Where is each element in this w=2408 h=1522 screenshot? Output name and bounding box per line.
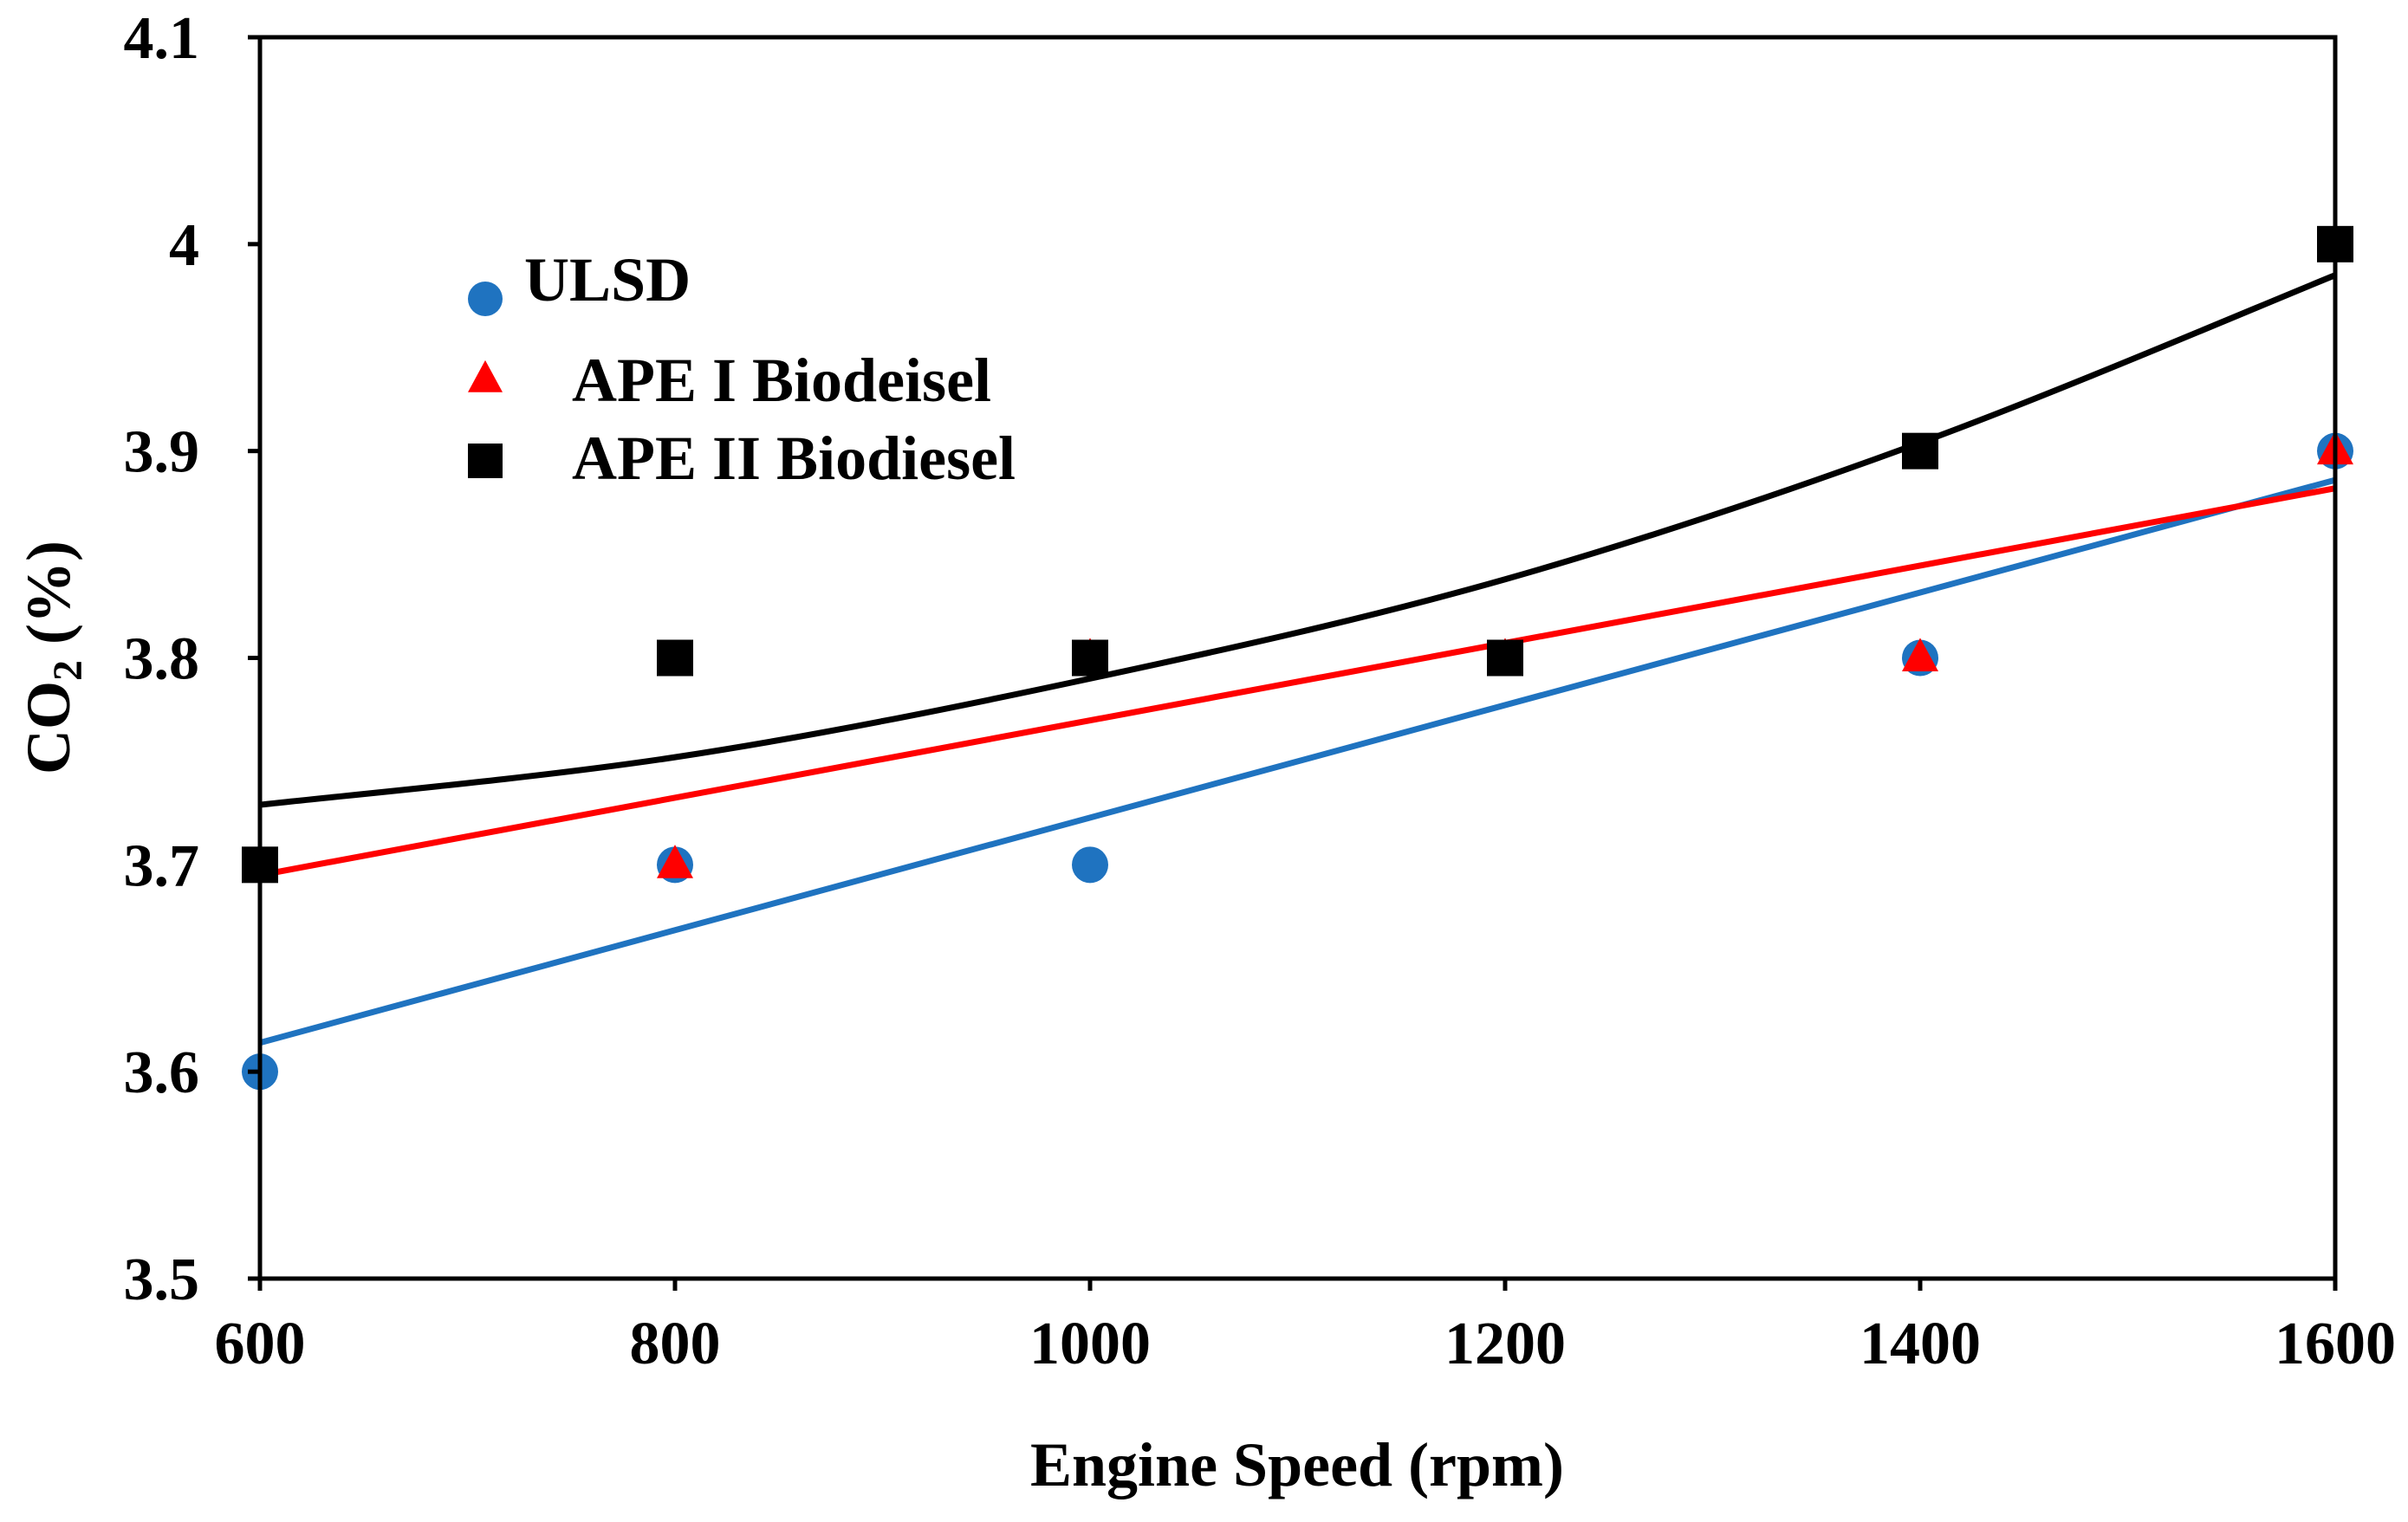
trendline-ape-ii-biodiesel	[259, 272, 2337, 808]
axis-ticks: 600 800 1000 1200 1400 1600 3.5 3.6 3.7 3.8 3.9 4 4.…	[124, 5, 2397, 1377]
point-ulsd-1000	[1072, 846, 1108, 884]
y-tick-label-4: 4	[169, 212, 199, 279]
y-axis-title-suffix: (%)	[14, 541, 83, 660]
legend-marker-ape-i-biodeisel	[468, 359, 503, 392]
y-tick-label-3.9: 3.9	[124, 419, 200, 486]
trendline-ape-i-biodeisel	[259, 485, 2336, 878]
y-tick-label-4.1: 4.1	[124, 5, 200, 72]
point-ape-ii-biodiesel-1000	[1072, 639, 1108, 677]
x-tick-label-1400: 1400	[1860, 1311, 1981, 1377]
x-tick-label-1600: 1600	[2275, 1311, 2396, 1377]
legend-marker-ulsd	[468, 282, 503, 316]
y-axis-title-subscript: 2	[45, 660, 91, 681]
legend-label-ape-i-biodeisel: APE I Biodeisel	[572, 346, 991, 415]
data-markers	[242, 225, 2353, 1091]
trendlines	[259, 272, 2337, 1046]
x-tick-label-1000: 1000	[1029, 1311, 1151, 1377]
legend-label-ulsd: ULSD	[524, 245, 691, 314]
y-tick-label-3.6: 3.6	[124, 1039, 200, 1106]
legend: ULSD APE I Biodeisel APE II Biodiesel	[468, 245, 1016, 493]
legend-label-ape-ii-biodiesel: APE II Biodiesel	[572, 424, 1016, 493]
x-tick-label-1200: 1200	[1444, 1311, 1566, 1377]
point-ape-ii-biodiesel-1200	[1487, 639, 1523, 677]
point-ape-i-biodeisel-800	[657, 845, 693, 878]
y-tick-label-3.8: 3.8	[124, 626, 200, 693]
point-ape-i-biodeisel-1400	[1902, 638, 1938, 671]
legend-marker-ape-ii-biodiesel	[468, 444, 503, 478]
x-axis-title: Engine Speed (rpm)	[1030, 1430, 1564, 1499]
y-axis-title: CO2 (%)	[14, 541, 91, 774]
y-tick-label-3.5: 3.5	[124, 1247, 200, 1313]
y-tick-label-3.7: 3.7	[124, 832, 200, 899]
point-ape-ii-biodiesel-800	[657, 639, 693, 677]
x-tick-label-600: 600	[215, 1311, 306, 1377]
point-ape-ii-biodiesel-1400	[1902, 432, 1938, 470]
y-axis-title-main: CO	[14, 681, 83, 774]
x-tick-label-800: 800	[630, 1311, 721, 1377]
trendline-ulsd	[259, 476, 2336, 1046]
